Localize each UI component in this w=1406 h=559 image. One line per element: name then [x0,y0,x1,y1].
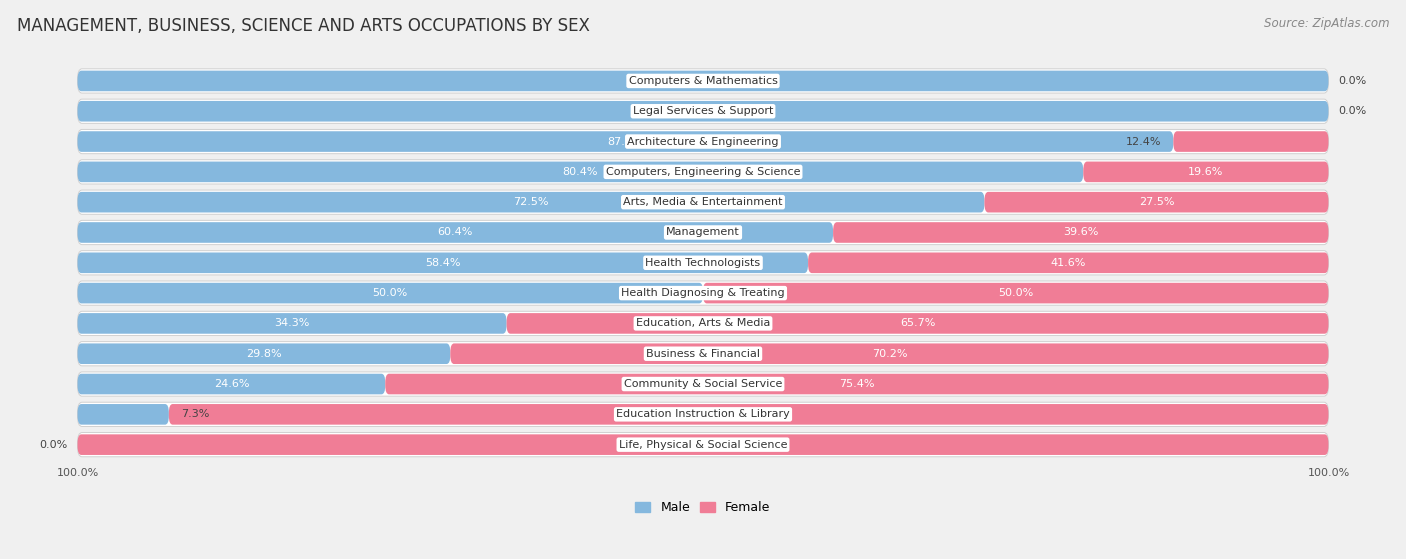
Text: 58.4%: 58.4% [425,258,461,268]
FancyBboxPatch shape [77,220,1329,245]
FancyBboxPatch shape [77,69,1329,93]
FancyBboxPatch shape [77,250,1329,275]
FancyBboxPatch shape [808,253,1329,273]
Text: 0.0%: 0.0% [1339,106,1367,116]
Text: 100.0%: 100.0% [56,468,98,479]
Text: 75.4%: 75.4% [839,379,875,389]
FancyBboxPatch shape [77,222,834,243]
Text: 19.6%: 19.6% [1188,167,1223,177]
Text: 50.0%: 50.0% [998,288,1033,298]
Text: 80.4%: 80.4% [562,167,598,177]
Text: 70.2%: 70.2% [872,349,907,359]
FancyBboxPatch shape [77,434,1329,455]
Text: Life, Physical & Social Science: Life, Physical & Social Science [619,440,787,449]
FancyBboxPatch shape [385,374,1329,394]
Text: 100.0%: 100.0% [682,106,724,116]
Text: Business & Financial: Business & Financial [645,349,761,359]
Text: 7.3%: 7.3% [181,409,209,419]
FancyBboxPatch shape [703,283,1329,304]
FancyBboxPatch shape [77,372,1329,396]
FancyBboxPatch shape [77,404,169,425]
FancyBboxPatch shape [77,70,1329,91]
FancyBboxPatch shape [77,374,385,394]
Text: 100.0%: 100.0% [682,440,724,449]
FancyBboxPatch shape [77,313,506,334]
Text: 100.0%: 100.0% [1308,468,1350,479]
FancyBboxPatch shape [169,404,1329,425]
Text: 0.0%: 0.0% [39,440,67,449]
FancyBboxPatch shape [77,160,1329,184]
Text: 92.7%: 92.7% [731,409,766,419]
Text: 12.4%: 12.4% [1125,136,1161,146]
Text: Community & Social Service: Community & Social Service [624,379,782,389]
FancyBboxPatch shape [77,433,1329,457]
Legend: Male, Female: Male, Female [630,496,776,519]
FancyBboxPatch shape [77,281,1329,305]
FancyBboxPatch shape [77,283,703,304]
Text: 60.4%: 60.4% [437,228,472,238]
FancyBboxPatch shape [77,253,808,273]
FancyBboxPatch shape [77,101,1329,121]
Text: Education, Arts & Media: Education, Arts & Media [636,319,770,329]
Text: MANAGEMENT, BUSINESS, SCIENCE AND ARTS OCCUPATIONS BY SEX: MANAGEMENT, BUSINESS, SCIENCE AND ARTS O… [17,17,589,35]
FancyBboxPatch shape [834,222,1329,243]
Text: 24.6%: 24.6% [214,379,249,389]
FancyBboxPatch shape [984,192,1329,212]
Text: 41.6%: 41.6% [1050,258,1085,268]
FancyBboxPatch shape [77,402,1329,427]
FancyBboxPatch shape [77,311,1329,335]
FancyBboxPatch shape [77,190,1329,214]
Text: 65.7%: 65.7% [900,319,935,329]
FancyBboxPatch shape [77,131,1174,152]
Text: 39.6%: 39.6% [1063,228,1098,238]
FancyBboxPatch shape [77,342,1329,366]
Text: Computers & Mathematics: Computers & Mathematics [628,76,778,86]
Text: Health Diagnosing & Treating: Health Diagnosing & Treating [621,288,785,298]
FancyBboxPatch shape [506,313,1329,334]
FancyBboxPatch shape [450,343,1329,364]
Text: Computers, Engineering & Science: Computers, Engineering & Science [606,167,800,177]
Text: 87.6%: 87.6% [607,136,643,146]
FancyBboxPatch shape [77,343,450,364]
Text: 34.3%: 34.3% [274,319,309,329]
Text: Arts, Media & Entertainment: Arts, Media & Entertainment [623,197,783,207]
FancyBboxPatch shape [77,162,1083,182]
Text: 50.0%: 50.0% [373,288,408,298]
Text: Legal Services & Support: Legal Services & Support [633,106,773,116]
FancyBboxPatch shape [1174,131,1329,152]
Text: 27.5%: 27.5% [1139,197,1174,207]
FancyBboxPatch shape [77,99,1329,124]
FancyBboxPatch shape [77,130,1329,154]
FancyBboxPatch shape [77,192,984,212]
Text: Source: ZipAtlas.com: Source: ZipAtlas.com [1264,17,1389,30]
Text: Education Instruction & Library: Education Instruction & Library [616,409,790,419]
Text: Health Technologists: Health Technologists [645,258,761,268]
Text: 29.8%: 29.8% [246,349,281,359]
Text: 100.0%: 100.0% [682,76,724,86]
Text: Architecture & Engineering: Architecture & Engineering [627,136,779,146]
Text: Management: Management [666,228,740,238]
Text: 0.0%: 0.0% [1339,76,1367,86]
FancyBboxPatch shape [1083,162,1329,182]
Text: 72.5%: 72.5% [513,197,548,207]
